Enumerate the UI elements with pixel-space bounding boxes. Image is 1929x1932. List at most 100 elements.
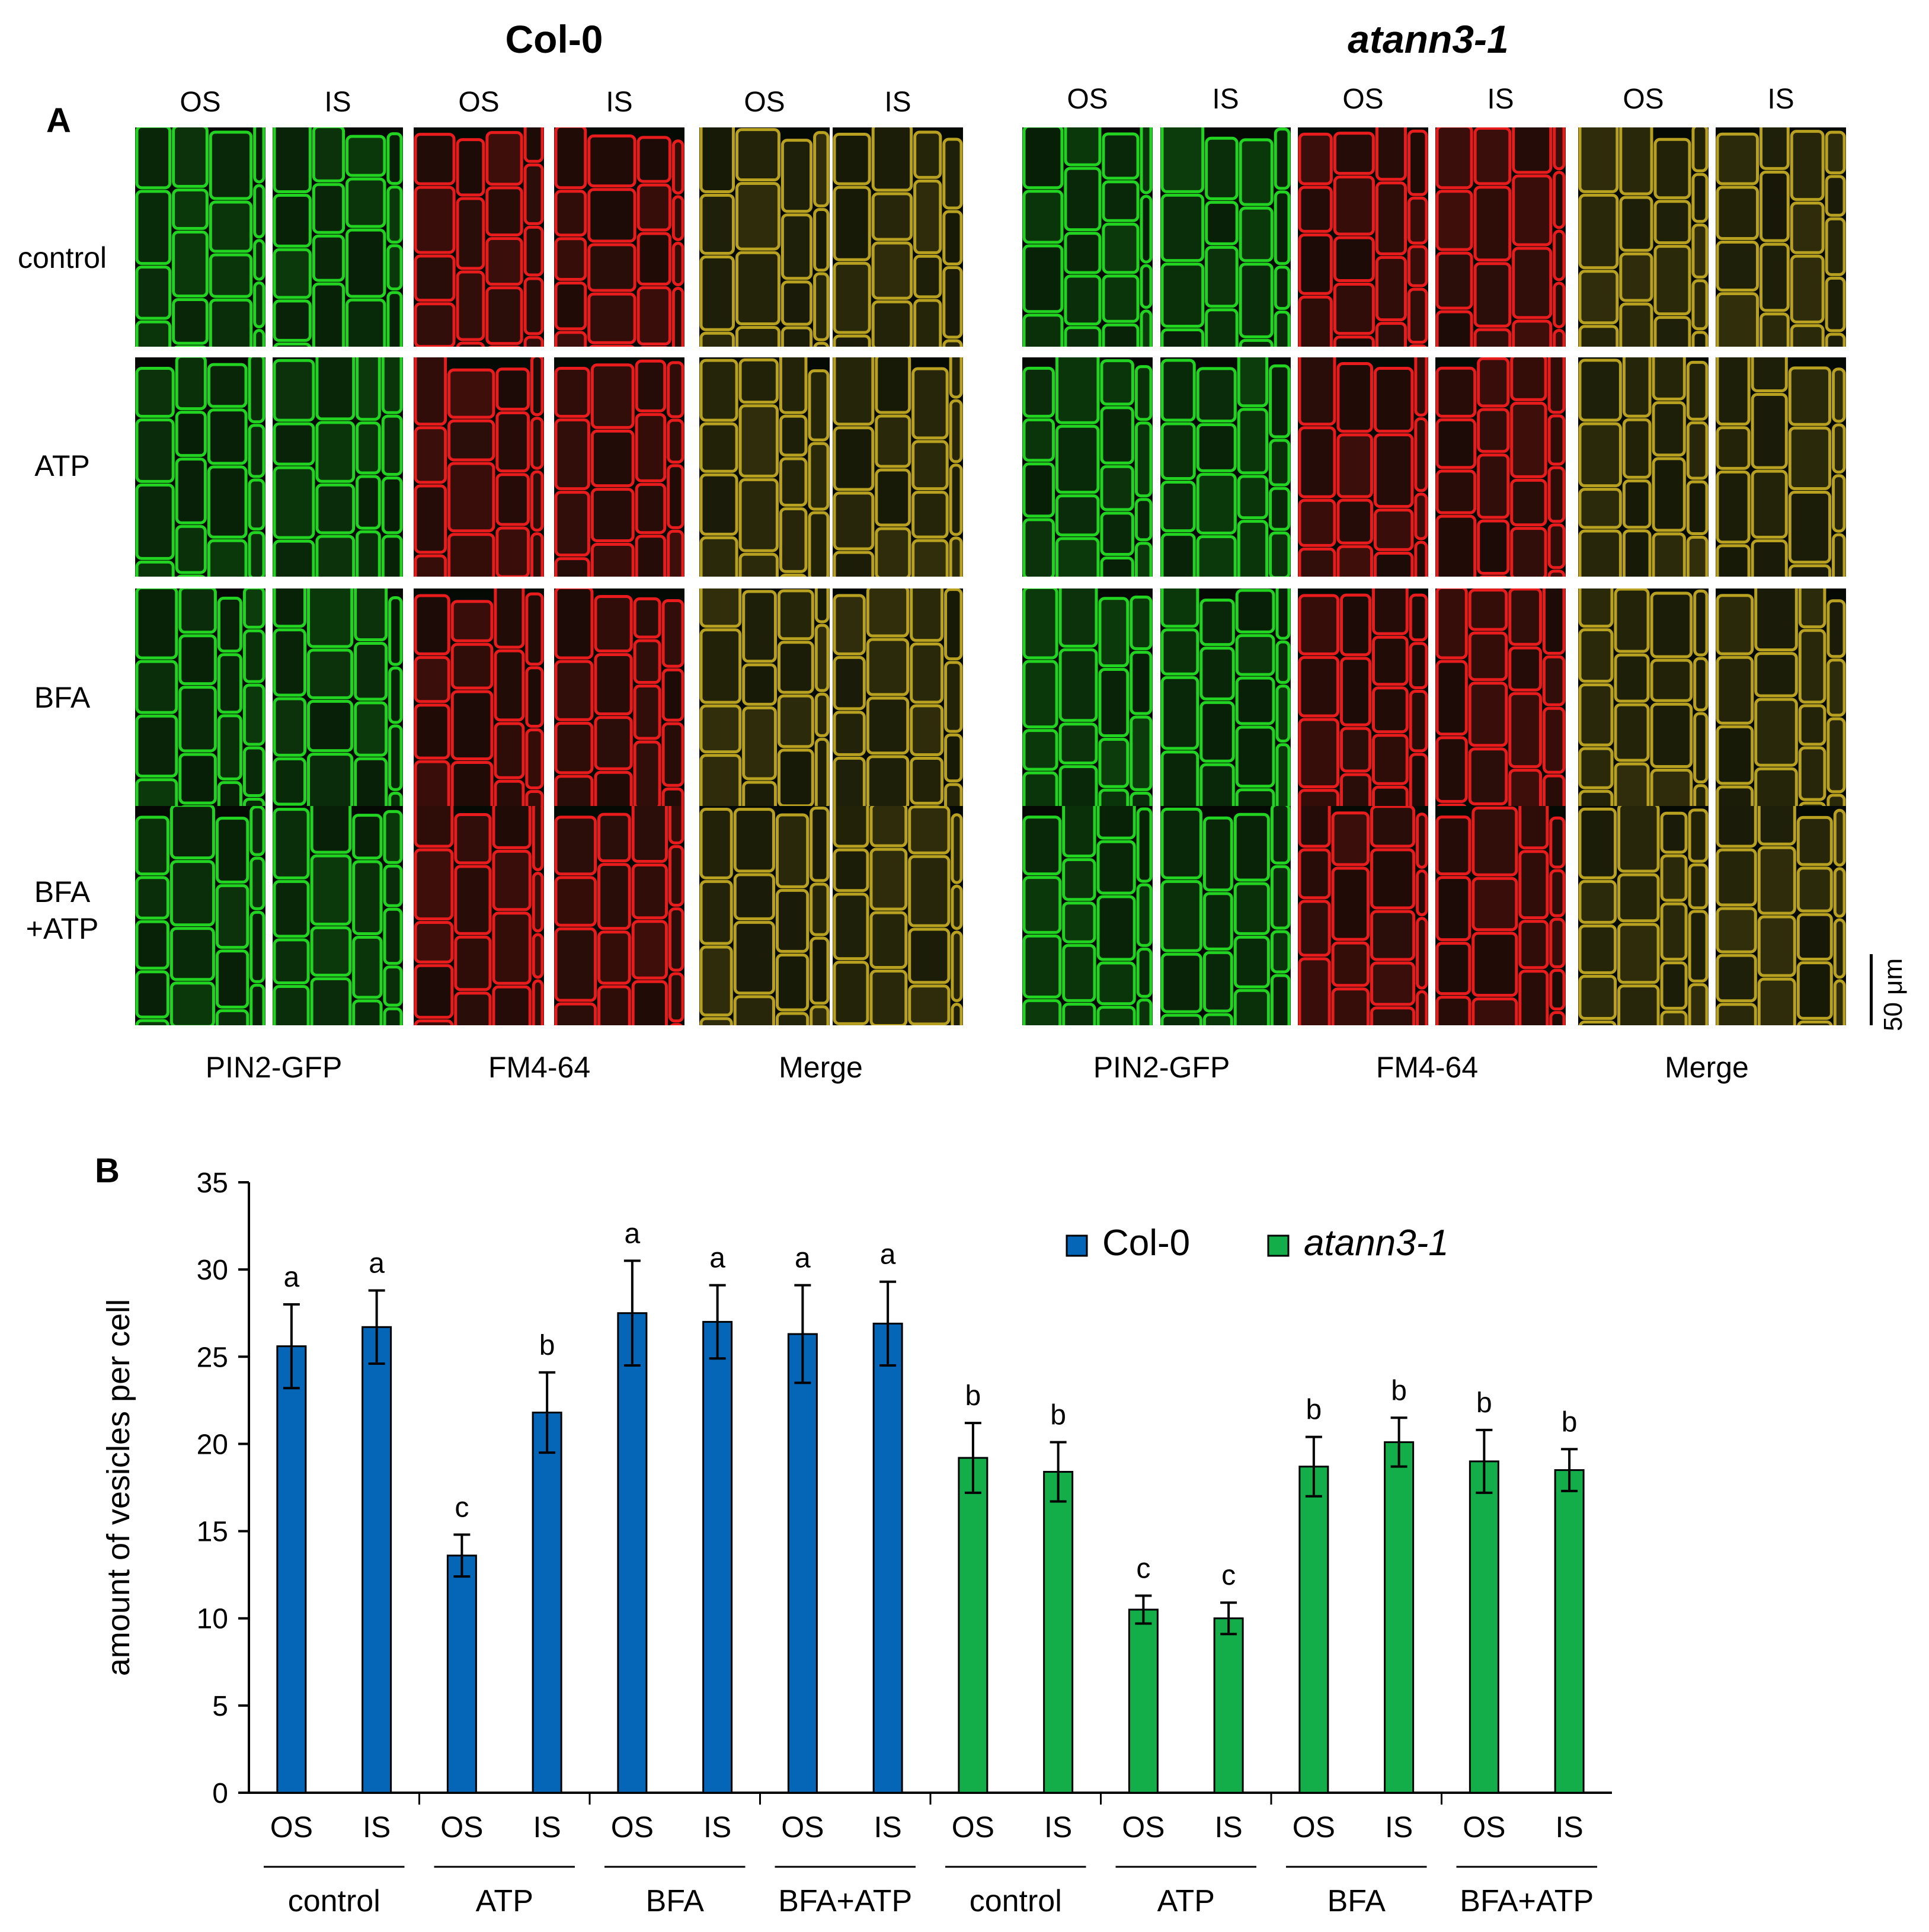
x-tick-label: OS bbox=[270, 1811, 313, 1844]
group-label: control bbox=[970, 1884, 1062, 1918]
micrograph-col0-merge-is-r3 bbox=[833, 806, 963, 1025]
group-label: ATP bbox=[476, 1884, 533, 1918]
significance-letter: b bbox=[539, 1330, 555, 1361]
scale-bar-label: 50 μm bbox=[1879, 958, 1908, 1031]
significance-letter: a bbox=[880, 1239, 896, 1271]
micrograph-col0-merge-os-r0 bbox=[699, 127, 830, 347]
micrograph-atann3-merge-os-r3 bbox=[1578, 806, 1709, 1025]
column-header-is: IS bbox=[606, 87, 633, 118]
x-tick-label: IS bbox=[874, 1811, 902, 1844]
group-label: control bbox=[288, 1884, 380, 1918]
channel-label-fm4-64-col0: FM4-64 bbox=[488, 1051, 591, 1084]
x-tick-label: OS bbox=[1463, 1811, 1505, 1844]
x-tick-label: IS bbox=[703, 1811, 731, 1844]
micrograph-col0-fm4-64-is-r1 bbox=[554, 357, 684, 577]
bar bbox=[1128, 1608, 1159, 1794]
row-label-atp: ATP bbox=[34, 449, 90, 482]
micrograph-atann3-fm4-64-is-r1 bbox=[1435, 357, 1566, 577]
micrograph-col0-merge-is-r2 bbox=[833, 588, 963, 808]
significance-letter: c bbox=[455, 1492, 469, 1523]
micrograph-atann3-pin2-gfp-is-r2 bbox=[1160, 588, 1291, 808]
micrograph-atann3-pin2-gfp-os-r2 bbox=[1022, 588, 1153, 808]
micrograph-col0-fm4-64-os-r0 bbox=[414, 127, 544, 347]
bar bbox=[362, 1326, 392, 1794]
bar bbox=[1298, 1466, 1329, 1794]
micrograph-atann3-pin2-gfp-os-r3 bbox=[1022, 806, 1153, 1025]
bar bbox=[1384, 1441, 1415, 1794]
legend-swatch bbox=[1066, 1234, 1088, 1257]
bar bbox=[1554, 1469, 1585, 1794]
x-tick-label: OS bbox=[440, 1811, 483, 1844]
micrograph-atann3-merge-os-r2 bbox=[1578, 588, 1709, 808]
micrograph-atann3-pin2-gfp-os-r1 bbox=[1022, 357, 1153, 577]
bar bbox=[787, 1333, 818, 1794]
micrograph-col0-pin2-gfp-os-r2 bbox=[135, 588, 265, 808]
micrograph-col0-pin2-gfp-os-r0 bbox=[135, 127, 265, 347]
micrograph-col0-fm4-64-os-r2 bbox=[414, 588, 544, 808]
micrograph-col0-merge-is-r1 bbox=[833, 357, 963, 577]
column-header-is: IS bbox=[884, 87, 911, 118]
channel-label-merge-atann3: Merge bbox=[1665, 1051, 1749, 1084]
micrograph-atann3-fm4-64-is-r3 bbox=[1435, 806, 1566, 1025]
significance-letter: b bbox=[1562, 1406, 1578, 1438]
micrograph-col0-fm4-64-is-r0 bbox=[554, 127, 684, 347]
x-tick-label: OS bbox=[1122, 1811, 1165, 1844]
group-label: BFA bbox=[1327, 1884, 1386, 1918]
micrograph-col0-pin2-gfp-os-r1 bbox=[135, 357, 265, 577]
group-label: BFA+ATP bbox=[778, 1884, 912, 1918]
micrograph-atann3-fm4-64-os-r2 bbox=[1298, 588, 1428, 808]
channel-label-pin2-gfp-atann3: PIN2-GFP bbox=[1093, 1051, 1230, 1084]
column-header-os: OS bbox=[1623, 84, 1664, 115]
bar bbox=[532, 1411, 562, 1794]
micrograph-atann3-pin2-gfp-is-r1 bbox=[1160, 357, 1291, 577]
significance-letter: c bbox=[1221, 1560, 1236, 1591]
bar bbox=[872, 1322, 903, 1794]
legend-label: atann3-1 bbox=[1304, 1223, 1449, 1264]
micrograph-col0-fm4-64-is-r3 bbox=[554, 806, 684, 1025]
bar bbox=[617, 1312, 648, 1794]
y-tick-label: 30 bbox=[197, 1255, 228, 1286]
panel-b-letter: B bbox=[95, 1151, 120, 1190]
group-label: ATP bbox=[1157, 1884, 1215, 1918]
micrograph-atann3-fm4-64-os-r3 bbox=[1298, 806, 1428, 1025]
micrograph-col0-merge-is-r0 bbox=[833, 127, 963, 347]
micrograph-col0-merge-os-r1 bbox=[699, 357, 830, 577]
x-tick-label: OS bbox=[952, 1811, 994, 1844]
x-tick-label: IS bbox=[1385, 1811, 1413, 1844]
y-tick-label: 5 bbox=[212, 1691, 228, 1722]
significance-letter: a bbox=[795, 1243, 811, 1274]
micrograph-col0-merge-os-r3 bbox=[699, 806, 830, 1025]
micrograph-col0-pin2-gfp-is-r2 bbox=[273, 588, 403, 808]
bar bbox=[1469, 1460, 1499, 1794]
y-tick-label: 35 bbox=[197, 1167, 228, 1199]
significance-letter: c bbox=[1136, 1553, 1150, 1584]
column-header-os: OS bbox=[744, 87, 785, 118]
scale-bar bbox=[1870, 954, 1873, 1025]
micrograph-col0-merge-os-r2 bbox=[699, 588, 830, 808]
micrograph-col0-fm4-64-is-r2 bbox=[554, 588, 684, 808]
bar bbox=[1213, 1617, 1244, 1794]
column-header-os: OS bbox=[1067, 84, 1108, 115]
micrograph-atann3-fm4-64-os-r1 bbox=[1298, 357, 1428, 577]
x-tick-label: IS bbox=[1556, 1811, 1583, 1844]
vesicle-bar-chart: B 0 5 10 15 20 25 30 35 amount of vesicles per c… bbox=[95, 1151, 1612, 1918]
channel-label-merge-col0: Merge bbox=[779, 1051, 863, 1084]
column-header-is: IS bbox=[324, 87, 351, 118]
micrograph-col0-pin2-gfp-os-r3 bbox=[135, 806, 265, 1025]
micrograph-atann3-merge-is-r3 bbox=[1716, 806, 1846, 1025]
y-tick-label: 15 bbox=[197, 1517, 228, 1548]
bar bbox=[276, 1345, 307, 1794]
x-tick-label: IS bbox=[1044, 1811, 1072, 1844]
micrograph-col0-fm4-64-os-r3 bbox=[414, 806, 544, 1025]
x-tick-label: OS bbox=[1293, 1811, 1335, 1844]
group-label: BFA+ATP bbox=[1460, 1884, 1594, 1918]
micrograph-atann3-pin2-gfp-is-r0 bbox=[1160, 127, 1291, 347]
significance-letter: b bbox=[1476, 1387, 1492, 1419]
y-axis-label: amount of vesicles per cell bbox=[101, 1299, 136, 1676]
micrograph-atann3-fm4-64-os-r0 bbox=[1298, 127, 1428, 347]
significance-letter: a bbox=[709, 1243, 725, 1274]
micrograph-atann3-merge-is-r1 bbox=[1716, 357, 1846, 577]
micrograph-atann3-merge-is-r2 bbox=[1716, 588, 1846, 808]
y-tick-label: 10 bbox=[197, 1604, 228, 1635]
channel-label-fm4-64-atann3: FM4-64 bbox=[1375, 1051, 1479, 1084]
